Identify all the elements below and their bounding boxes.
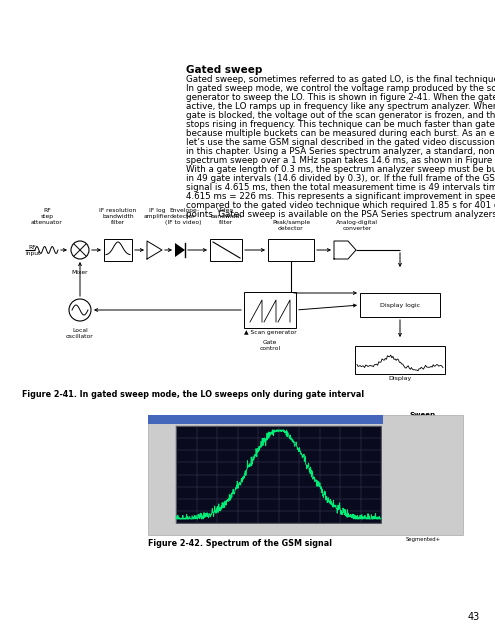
Text: With a gate length of 0.3 ms, the spectrum analyzer sweep must be built up: With a gate length of 0.3 ms, the spectr… [186,165,495,174]
Text: 15%: 15% [417,508,429,512]
Polygon shape [147,241,162,259]
Bar [360,293,440,317]
Bar [210,239,242,261]
Text: signal is 4.615 ms, then the total measurement time is 49 intervals times: signal is 4.615 ms, then the total measu… [186,183,495,192]
Text: Figure 2-42. Spectrum of the GSM signal: Figure 2-42. Spectrum of the GSM signal [148,539,332,548]
Text: active, the LO ramps up in frequency like any spectrum analyzer. When the: active, the LO ramps up in frequency lik… [186,102,495,111]
Text: IF log
amplifier: IF log amplifier [144,208,170,219]
Text: in 49 gate intervals (14.6 divided by 0.3), or. If the full frame of the GSM: in 49 gate intervals (14.6 divided by 0.… [186,174,495,183]
Text: generator to sweep the LO. This is shown in figure 2-41. When the gate is: generator to sweep the LO. This is shown… [186,93,495,102]
Bar [355,346,445,374]
Text: -40V: -40V [152,505,163,510]
Text: Points: Points [412,517,434,522]
Text: 601: 601 [418,527,428,531]
Text: Norm: Norm [416,445,430,450]
Text: Auto Sweep
Coupling: Auto Sweep Coupling [404,472,442,483]
Polygon shape [334,241,356,259]
Text: compared to the gated video technique which required 1.85 s for 401 data: compared to the gated video technique wh… [186,201,495,210]
Text: Agilent: Agilent [155,417,177,422]
Text: Sweep Time: Sweep Time [402,427,444,432]
Text: stops rising in frequency. This technique can be much faster than gated video: stops rising in frequency. This techniqu… [186,120,495,129]
Text: 53 Fc: 53 Fc [152,515,163,519]
Bar [268,239,314,261]
Text: spectrum sweep over a 1 MHz span takes 14.6 ms, as shown in Figure 2-42.: spectrum sweep over a 1 MHz span takes 1… [186,156,495,165]
Text: Gated sweep: Gated sweep [186,65,262,75]
Text: RF
input: RF input [25,245,41,256]
Text: Display: Display [389,376,412,381]
Bar [148,415,383,424]
Text: SA: SA [419,488,427,493]
Text: In gated sweep mode, we control the voltage ramp produced by the scan: In gated sweep mode, we control the volt… [186,84,495,93]
Text: Ref 0 dBm    Frm 18 dB: Ref 0 dBm Frm 18 dB [181,427,238,432]
Text: Analog-digital
converter: Analog-digital converter [336,220,378,231]
Text: Gate
control: Gate control [259,340,281,351]
Text: Envelope
detector
(IF to video): Envelope detector (IF to video) [165,208,201,225]
Bar [176,426,381,523]
Text: Display logic: Display logic [380,303,420,307]
Text: Sweep: Sweep [411,454,435,460]
Text: Figure 2-41. In gated sweep mode, the LO sweeps only during gate interval: Figure 2-41. In gated sweep mode, the LO… [22,390,364,399]
Text: 14.64 ms: 14.64 ms [410,436,436,442]
Text: gate is blocked, the voltage out of the scan generator is frozen, and the LO: gate is blocked, the voltage out of the … [186,111,495,120]
Text: Cont: Cont [417,464,429,469]
Text: Freq:: Freq: [152,443,164,448]
Bar [244,292,296,328]
Text: ▲ Scan generator: ▲ Scan generator [244,330,297,335]
Text: #: # [371,427,376,432]
Text: Sweep: Sweep [410,412,436,418]
Text: RF
step
attenuator: RF step attenuator [31,208,63,225]
Text: Segmented+: Segmented+ [405,538,441,542]
Text: IF resolution
bandwidth
filter: IF resolution bandwidth filter [99,208,137,225]
Text: dBV: dBV [152,481,162,486]
Text: 43: 43 [468,612,480,622]
Text: points. Gated sweep is available on the PSA Series spectrum analyzers.: points. Gated sweep is available on the … [186,210,495,219]
Text: Video
bandwidth
filter: Video bandwidth filter [210,208,242,225]
Bar [104,239,132,261]
Text: 4.615 ms = 226 ms. This represents a significant improvement in speed: 4.615 ms = 226 ms. This represents a sig… [186,192,495,201]
Text: Peak/sample
detector: Peak/sample detector [272,220,310,231]
Text: because multiple buckets can be measured during each burst. As an example,: because multiple buckets can be measured… [186,129,495,138]
Text: in this chapter. Using a PSA Series spectrum analyzer, a standard, non-gated,: in this chapter. Using a PSA Series spec… [186,147,495,156]
Text: Peak:: Peak: [152,436,165,441]
Text: Mixer: Mixer [72,270,88,275]
Text: Gated sweep, sometimes referred to as gated LO, is the final technique.: Gated sweep, sometimes referred to as ga… [186,75,495,84]
Text: Gate: Gate [415,498,431,502]
Text: 10: 10 [152,474,158,479]
Text: Ref 0 dBm: Ref 0 dBm [152,428,177,433]
Text: let’s use the same GSM signal described in the gated video discussion earlier: let’s use the same GSM signal described … [186,138,495,147]
Polygon shape [175,243,185,257]
Text: Center  4 GHz    Res BW 9.1 kHz    VBW 0.1 kHz    Sweep 14.6 ms (401 pts): Center 4 GHz Res BW 9.1 kHz VBW 0.1 kHz … [176,524,350,529]
Text: Local
oscillator: Local oscillator [66,328,94,339]
Bar [148,415,463,535]
